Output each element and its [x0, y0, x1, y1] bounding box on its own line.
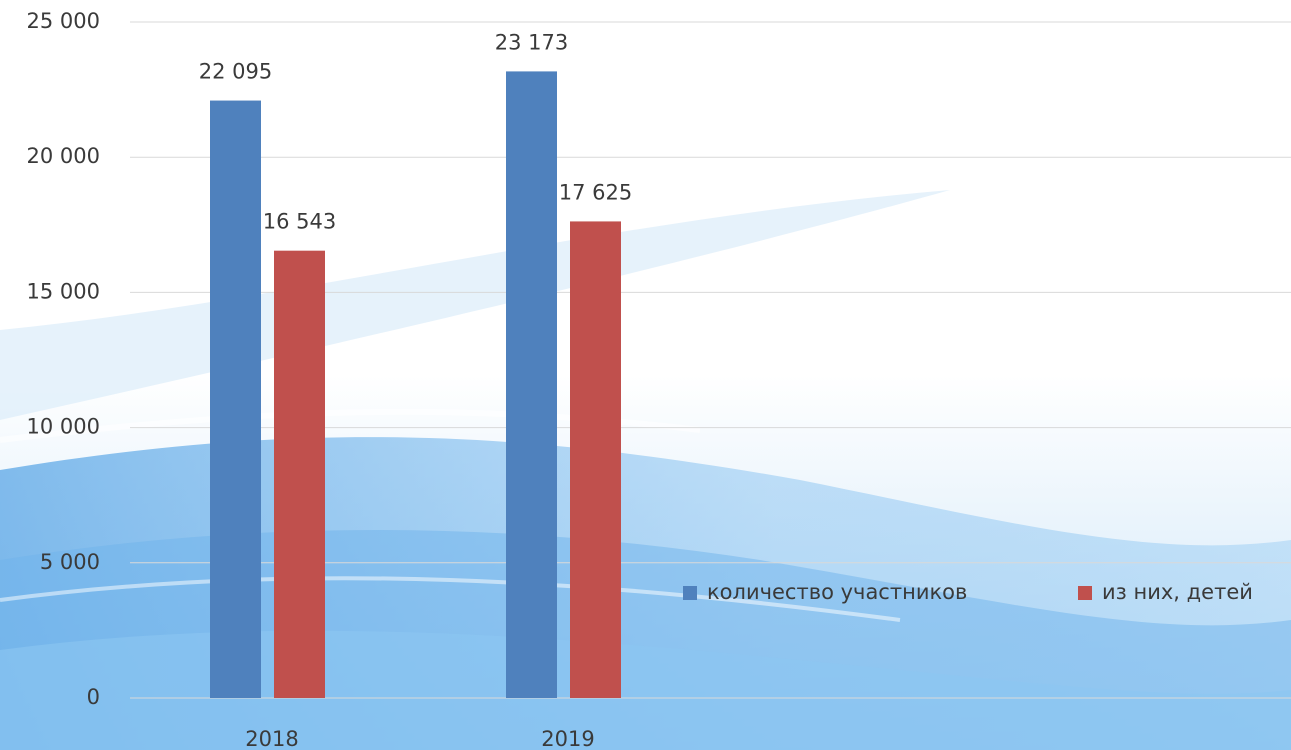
x-tick-label: 2019: [541, 727, 594, 750]
x-tick-label: 2018: [245, 727, 298, 750]
legend-swatch: [683, 586, 697, 600]
legend-label: из них, детей: [1102, 580, 1253, 604]
value-label: 16 543: [263, 210, 336, 234]
background: [0, 0, 1291, 750]
chart: 0 5 000 10 000 15 000 20 000 25 000 2018 22 095…: [0, 0, 1291, 750]
y-tick-label: 25 000: [27, 9, 100, 33]
bar: [274, 251, 325, 698]
bar: [506, 71, 557, 698]
y-tick-label: 20 000: [27, 144, 100, 168]
value-label: 17 625: [559, 180, 632, 204]
value-label: 22 095: [199, 60, 272, 84]
y-tick-label: 5 000: [40, 550, 100, 574]
y-tick-label: 0: [87, 685, 100, 709]
bar: [210, 101, 261, 698]
bar: [570, 221, 621, 698]
y-tick-label: 10 000: [27, 415, 100, 439]
legend-swatch: [1078, 586, 1092, 600]
legend-label: количество участников: [707, 580, 967, 604]
y-tick-label: 15 000: [27, 279, 100, 303]
value-label: 23 173: [495, 30, 568, 54]
